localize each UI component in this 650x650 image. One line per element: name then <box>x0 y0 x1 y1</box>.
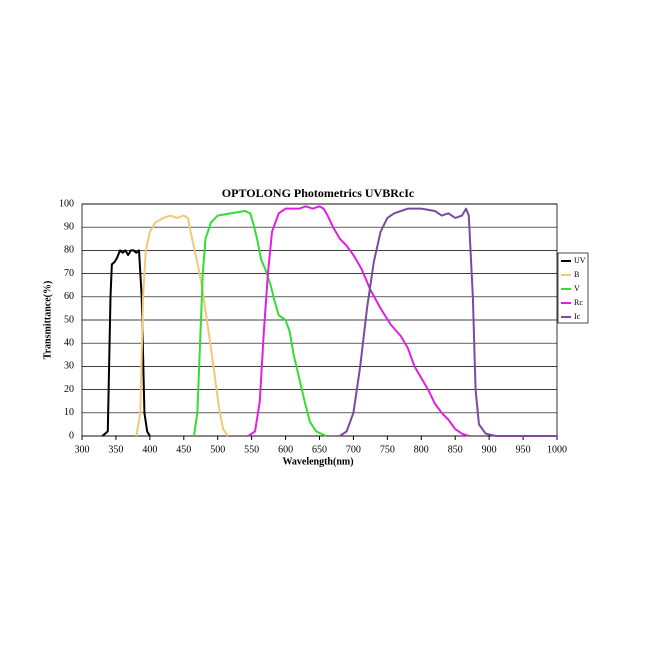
legend-label: Rc <box>574 298 583 307</box>
x-tick-label: 800 <box>414 444 429 455</box>
x-tick-label: 700 <box>346 444 361 455</box>
x-tick-label: 400 <box>142 444 157 455</box>
x-tick-label: 900 <box>482 444 497 455</box>
y-tick-label: 60 <box>64 291 74 302</box>
x-axis-label: Wavelength(nm) <box>282 456 353 467</box>
x-tick-label: 350 <box>108 444 123 455</box>
y-tick-label: 70 <box>64 268 74 279</box>
x-tick-label: 750 <box>380 444 395 455</box>
y-tick-label: 30 <box>64 361 74 372</box>
y-tick-label: 20 <box>64 384 74 395</box>
x-tick-label: 450 <box>176 444 191 455</box>
y-tick-label: 0 <box>69 430 74 441</box>
y-tick-label: 80 <box>64 245 74 256</box>
legend-label: V <box>574 284 580 293</box>
x-tick-label: 300 <box>75 444 90 455</box>
y-tick-label: 90 <box>64 221 74 232</box>
series-line <box>192 209 327 437</box>
x-tick-label: 550 <box>244 444 259 455</box>
y-tick-label: 50 <box>64 314 74 325</box>
x-tick-label: 950 <box>516 444 531 455</box>
series-line <box>135 214 229 437</box>
chart-title: OPTOLONG Photometrics UVBRcIc <box>222 186 415 200</box>
legend-label: UV <box>574 256 586 265</box>
x-tick-label: 500 <box>210 444 225 455</box>
y-tick-label: 100 <box>59 198 74 209</box>
y-tick-label: 10 <box>64 407 74 418</box>
legend-label: Ic <box>574 312 581 321</box>
series-line <box>339 207 557 437</box>
y-tick-label: 40 <box>64 337 74 348</box>
x-tick-label: 850 <box>448 444 463 455</box>
x-tick-label: 1000 <box>547 444 567 455</box>
series-line <box>247 205 470 437</box>
legend-label: B <box>574 270 579 279</box>
x-tick-label: 600 <box>278 444 293 455</box>
x-tick-label: 650 <box>312 444 327 455</box>
y-axis-label: Transmittance(%) <box>42 281 53 360</box>
